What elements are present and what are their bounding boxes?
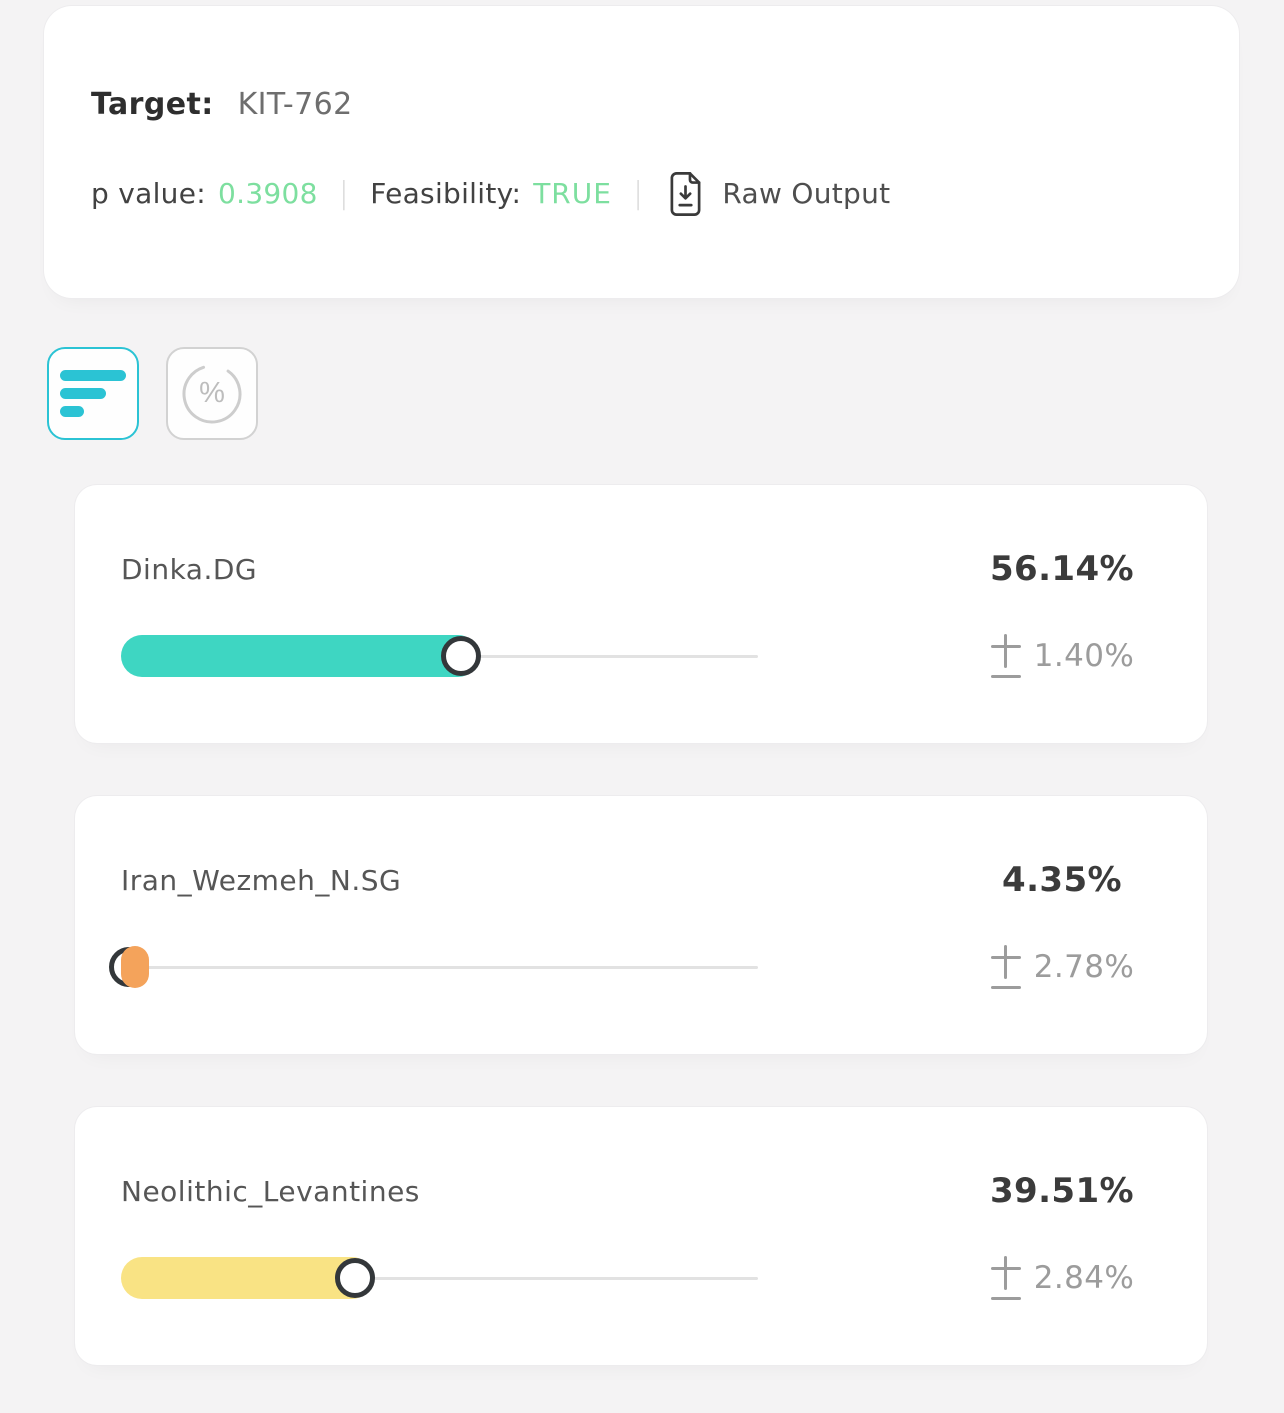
results-list: Dinka.DG 56.14% 1.40% Iran_Wezmeh_N.SG 4…	[0, 485, 1284, 1365]
p-value-label: p value:	[91, 177, 206, 210]
meta-line: p value: 0.3908 | Feasibility: TRUE | Ra…	[91, 170, 1239, 218]
bar-view-button[interactable]	[47, 347, 139, 440]
error-value: 2.78%	[1033, 949, 1135, 985]
download-icon	[664, 170, 707, 218]
population-label: Iran_Wezmeh_N.SG	[121, 863, 402, 897]
slider-knob[interactable]	[334, 1258, 375, 1298]
slider-track[interactable]	[121, 1276, 758, 1280]
divider: |	[632, 176, 644, 211]
population-label: Dinka.DG	[121, 552, 258, 586]
target-value: KIT-762	[237, 86, 353, 122]
raw-output-button[interactable]: Raw Output	[664, 170, 890, 218]
percent-view-button[interactable]: %	[166, 347, 258, 440]
summary-card: Target: KIT-762 p value: 0.3908 | Feasib…	[44, 6, 1239, 298]
slider-track[interactable]	[121, 965, 758, 969]
error-value: 2.84%	[1033, 1260, 1135, 1296]
result-card: Neolithic_Levantines 39.51% 2.84%	[75, 1107, 1207, 1365]
slider-fill	[121, 1257, 373, 1299]
error-cell: 2.84%	[977, 1255, 1147, 1301]
admixture-slider	[121, 1257, 758, 1299]
result-card: Iran_Wezmeh_N.SG 4.35% 2.78%	[75, 796, 1207, 1054]
raw-output-label: Raw Output	[722, 177, 891, 210]
plus-minus-icon	[990, 944, 1022, 990]
feasibility-label: Feasibility:	[370, 177, 522, 210]
admixture-slider	[121, 635, 758, 677]
slider-fill	[121, 946, 149, 988]
target-label: Target:	[91, 86, 214, 122]
feasibility-value: TRUE	[533, 177, 612, 210]
population-label: Neolithic_Levantines	[121, 1174, 420, 1208]
plus-minus-icon	[990, 1255, 1022, 1301]
result-card: Dinka.DG 56.14% 1.40%	[75, 485, 1207, 743]
target-line: Target: KIT-762	[91, 87, 1239, 122]
error-cell: 1.40%	[977, 633, 1147, 679]
slider-knob[interactable]	[440, 636, 481, 676]
slider-fill	[121, 635, 479, 677]
error-cell: 2.78%	[977, 944, 1147, 990]
percentage-value: 4.35%	[1002, 860, 1122, 900]
percent-circle-icon: %	[180, 362, 244, 426]
p-value: 0.3908	[218, 177, 318, 210]
divider: |	[338, 176, 350, 211]
plus-minus-icon	[990, 633, 1022, 679]
percent-symbol: %	[199, 377, 225, 409]
view-toggle: %	[47, 347, 1284, 440]
error-value: 1.40%	[1033, 638, 1135, 674]
admixture-slider	[109, 946, 758, 988]
percentage-value: 56.14%	[989, 549, 1134, 589]
bar-chart-icon	[60, 370, 126, 417]
percentage-value: 39.51%	[989, 1171, 1134, 1211]
